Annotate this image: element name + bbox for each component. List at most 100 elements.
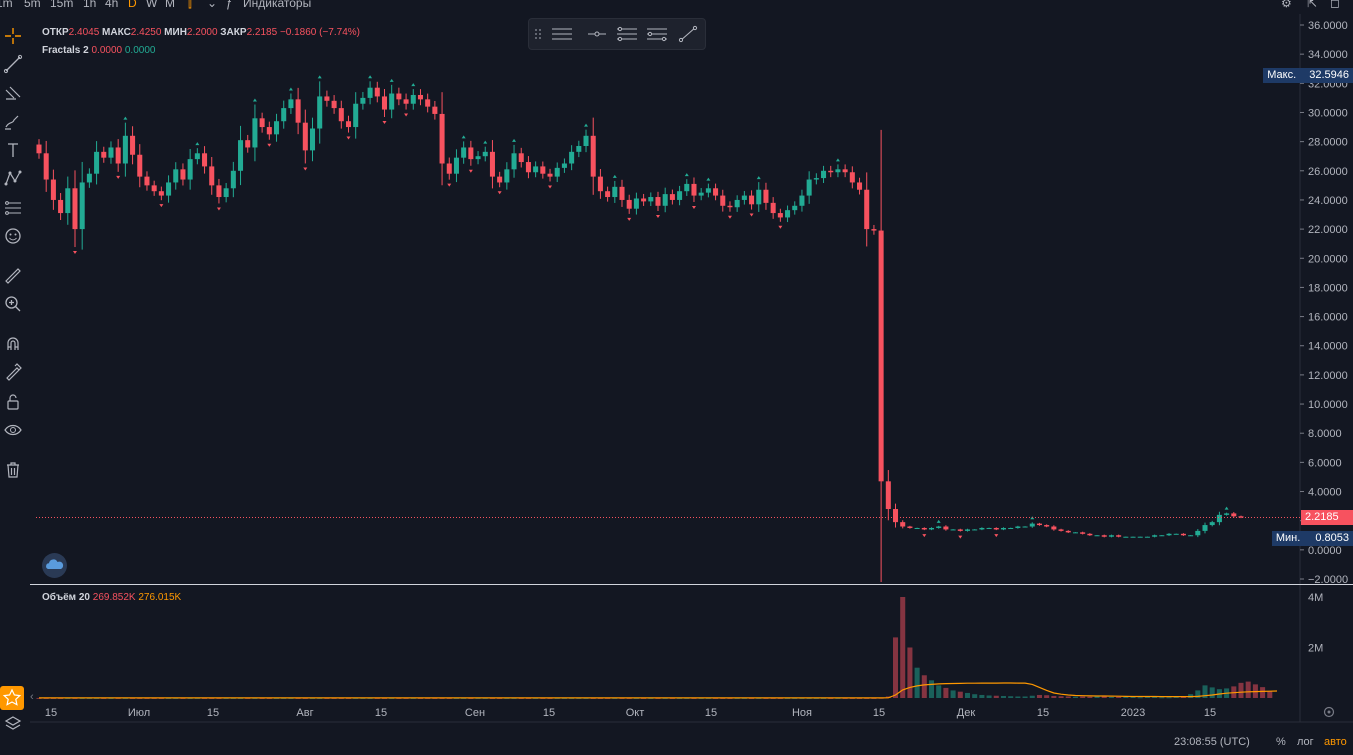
magnet-icon[interactable] (3, 334, 23, 354)
price-range-icon[interactable] (646, 24, 668, 44)
volume-bar (957, 691, 963, 698)
screenshot-icon[interactable]: ◻ (1330, 0, 1340, 10)
crosshair-icon[interactable] (3, 26, 23, 46)
candle (770, 197, 776, 219)
volume-bar (1087, 696, 1093, 698)
candle (281, 100, 287, 129)
candle (612, 180, 618, 203)
price-tick-label: 6.0000 (1308, 457, 1342, 469)
eye-icon[interactable] (3, 420, 23, 440)
candle (446, 157, 452, 180)
candle (569, 145, 575, 171)
candle (252, 104, 258, 162)
candle (122, 122, 128, 177)
candle (590, 117, 596, 195)
volume-bar (900, 597, 906, 698)
emoji-icon[interactable] (3, 226, 23, 246)
interval-m[interactable]: M (165, 0, 175, 10)
time-tick-label: Дек (957, 707, 976, 719)
volume-label[interactable]: Объём 20 (42, 592, 90, 603)
percent-toggle[interactable]: % (1276, 736, 1286, 748)
candle (1188, 535, 1194, 537)
price-tick-label: 10.0000 (1308, 399, 1348, 411)
parallel-channel-icon[interactable] (616, 24, 638, 44)
fractal-down-mark (778, 225, 783, 229)
time-tick-label: 15 (45, 707, 57, 719)
candle (892, 503, 899, 528)
min-value: 0.8053 (1315, 532, 1349, 544)
candle (727, 201, 733, 212)
candle (101, 146, 107, 163)
candles-icon[interactable]: ⫿ (188, 0, 192, 10)
candle (1116, 534, 1122, 538)
time-tick-label: 15 (375, 707, 387, 719)
fullscreen-icon[interactable]: ⇱ (1307, 0, 1318, 10)
candle (763, 182, 769, 210)
candle (245, 134, 251, 153)
trash-icon[interactable] (3, 460, 23, 480)
candle (115, 139, 121, 172)
candle (641, 193, 647, 206)
horizontal-ray-icon[interactable] (586, 24, 608, 44)
volume-bar (1065, 696, 1071, 698)
volume-bar (928, 680, 935, 698)
text-tool-icon[interactable] (3, 140, 23, 160)
pattern-icon[interactable] (3, 168, 23, 188)
price-tick-label: 36.0000 (1308, 20, 1348, 32)
interval-1m[interactable]: 1m (0, 0, 13, 10)
interval-d[interactable]: D (128, 0, 137, 10)
fractal-up-mark (584, 123, 589, 127)
volume-bar (914, 667, 920, 698)
close-value: 2.2185 (246, 27, 278, 38)
settings-icon[interactable]: ⚙ (1281, 0, 1292, 10)
candle (1144, 536, 1150, 538)
candle (108, 141, 114, 164)
fractals-value-2: 0.0000 (124, 45, 156, 56)
interval-15m[interactable]: 15m (50, 0, 74, 10)
trend-line-icon[interactable] (3, 54, 23, 74)
time-tick-label: 2023 (1121, 707, 1145, 719)
candle (1130, 536, 1136, 538)
candle (166, 175, 172, 203)
trend-line-tool-icon[interactable] (677, 24, 699, 44)
price-tick-label: 0.0000 (1308, 545, 1342, 557)
time-axis-settings-icon[interactable] (1323, 706, 1335, 718)
indicators-icon[interactable]: ƒ (226, 0, 233, 10)
interval-4h[interactable]: 4h (105, 0, 119, 10)
time-tick-label: 15 (1037, 707, 1049, 719)
candle (1231, 512, 1237, 518)
interval-w[interactable]: W (146, 0, 158, 10)
volume-bar (907, 647, 913, 698)
favorites-star-icon[interactable] (0, 686, 24, 710)
ruler-icon[interactable] (3, 266, 23, 286)
fractals-label[interactable]: Fractals 2 (42, 45, 89, 56)
lock-icon[interactable] (3, 392, 23, 412)
chevron-down-icon[interactable]: ⌄ (207, 0, 218, 10)
indicators-button[interactable]: Индикаторы (243, 0, 312, 10)
candle (813, 173, 819, 185)
brush-icon[interactable] (3, 112, 23, 132)
horizontal-lines-icon[interactable] (551, 24, 573, 44)
candle (453, 149, 459, 183)
fractal-up-mark (461, 135, 466, 139)
fib-tool-icon[interactable] (3, 84, 23, 104)
fractal-down-mark (497, 191, 502, 195)
volume-tick-label: 4M (1308, 592, 1323, 604)
lock-drawing-icon[interactable] (3, 362, 23, 382)
volume-bar (1137, 697, 1143, 699)
candle (756, 182, 762, 212)
candle (173, 162, 179, 190)
price-tick-label: −2.0000 (1308, 574, 1348, 586)
zoom-in-icon[interactable] (3, 294, 23, 314)
interval-1h[interactable]: 1h (83, 0, 97, 10)
layers-icon[interactable] (3, 714, 23, 734)
candle (785, 205, 791, 223)
drag-handle-icon[interactable] (532, 24, 544, 44)
price-tick-label: 4.0000 (1308, 487, 1342, 499)
interval-5m[interactable]: 5m (24, 0, 41, 10)
scroll-left-icon[interactable]: ‹ (30, 691, 34, 703)
prediction-tool-icon[interactable] (3, 198, 23, 218)
auto-toggle[interactable]: авто (1324, 736, 1347, 748)
log-toggle[interactable]: лог (1297, 736, 1314, 748)
